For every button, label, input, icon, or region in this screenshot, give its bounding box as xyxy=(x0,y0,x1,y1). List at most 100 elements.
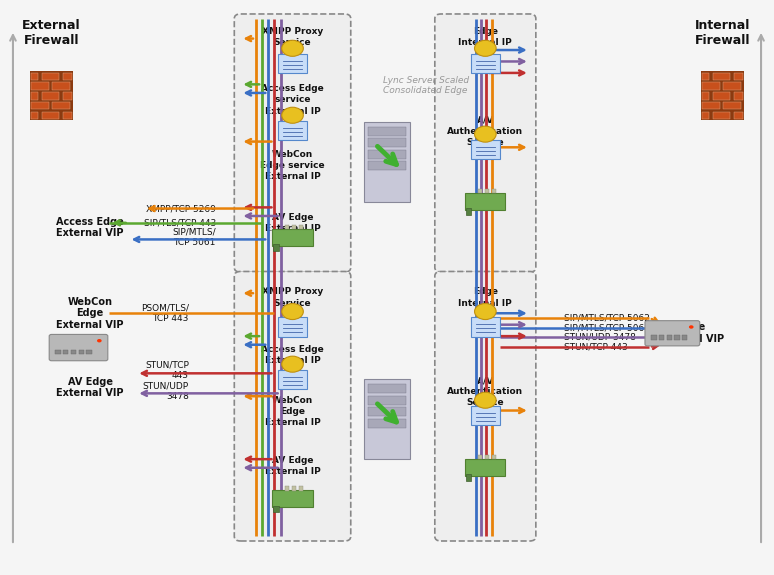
Bar xyxy=(368,407,406,416)
Bar xyxy=(651,335,656,340)
Bar xyxy=(63,92,72,99)
FancyBboxPatch shape xyxy=(235,14,351,272)
FancyBboxPatch shape xyxy=(278,370,307,389)
Bar xyxy=(31,72,38,80)
Bar xyxy=(56,350,61,354)
Bar xyxy=(723,82,741,90)
FancyBboxPatch shape xyxy=(50,335,108,361)
Text: Edge
Internal IP: Edge Internal IP xyxy=(458,288,512,308)
Text: STUN/UDP
3478: STUN/UDP 3478 xyxy=(142,382,189,401)
Bar xyxy=(42,92,60,99)
Bar xyxy=(53,82,70,90)
Bar xyxy=(31,82,49,90)
Text: A/V
Authentication
Service: A/V Authentication Service xyxy=(447,116,523,147)
Bar xyxy=(701,71,744,120)
Circle shape xyxy=(282,304,303,320)
Text: Access Edge
External IP: Access Edge External IP xyxy=(261,345,324,365)
Text: WebCon
Edge
External VIP: WebCon Edge External VIP xyxy=(57,297,124,330)
FancyBboxPatch shape xyxy=(278,54,307,74)
Bar xyxy=(674,335,680,340)
Bar xyxy=(63,72,72,80)
Bar xyxy=(734,112,743,119)
Bar xyxy=(368,150,406,159)
Circle shape xyxy=(689,325,694,329)
Circle shape xyxy=(282,356,303,372)
FancyBboxPatch shape xyxy=(435,271,536,541)
Circle shape xyxy=(474,40,496,56)
FancyBboxPatch shape xyxy=(435,14,536,272)
Bar xyxy=(368,138,406,147)
Text: Internal
Firewall: Internal Firewall xyxy=(695,18,750,47)
Text: STUN/UDP 3478: STUN/UDP 3478 xyxy=(564,333,636,342)
FancyBboxPatch shape xyxy=(235,271,351,541)
Bar xyxy=(734,92,743,99)
FancyBboxPatch shape xyxy=(278,121,307,140)
Bar xyxy=(31,92,38,99)
Bar xyxy=(485,189,489,193)
Bar xyxy=(734,72,743,80)
Text: AV Edge
External IP: AV Edge External IP xyxy=(265,457,320,477)
Bar xyxy=(292,486,296,490)
Text: Edge
Internal VIP: Edge Internal VIP xyxy=(659,323,724,344)
Text: SIP/MTLS/TCP 5061: SIP/MTLS/TCP 5061 xyxy=(564,323,650,332)
FancyBboxPatch shape xyxy=(481,313,489,320)
Circle shape xyxy=(474,304,496,320)
Circle shape xyxy=(282,40,303,56)
Bar xyxy=(368,419,406,428)
Text: AV Edge
External VIP: AV Edge External VIP xyxy=(57,377,124,398)
Text: SIP/MTLS/TCP 5062: SIP/MTLS/TCP 5062 xyxy=(564,313,650,323)
Circle shape xyxy=(474,392,496,408)
Bar xyxy=(299,225,303,229)
Text: WebCon
Edge
External IP: WebCon Edge External IP xyxy=(265,396,320,427)
FancyBboxPatch shape xyxy=(471,140,500,159)
Bar xyxy=(666,335,672,340)
Text: XMPP Proxy
Service: XMPP Proxy Service xyxy=(262,288,324,308)
Bar xyxy=(491,455,496,459)
FancyBboxPatch shape xyxy=(278,317,307,337)
Bar xyxy=(53,102,70,109)
FancyBboxPatch shape xyxy=(465,193,505,210)
Bar xyxy=(466,208,471,215)
Bar xyxy=(292,225,296,229)
Bar xyxy=(285,225,289,229)
Text: STUN/TCP 443: STUN/TCP 443 xyxy=(564,343,628,351)
Bar xyxy=(478,189,482,193)
FancyBboxPatch shape xyxy=(481,135,489,142)
Bar xyxy=(30,71,73,120)
Bar xyxy=(42,72,60,80)
Text: XMPP/TCP 5269: XMPP/TCP 5269 xyxy=(146,204,216,213)
Bar xyxy=(368,161,406,170)
Bar xyxy=(466,474,471,481)
Circle shape xyxy=(474,126,496,142)
Bar xyxy=(273,244,279,251)
Circle shape xyxy=(282,108,303,123)
Text: A/V
Authentication
Service: A/V Authentication Service xyxy=(447,376,523,408)
Text: Edge
Internal IP: Edge Internal IP xyxy=(458,27,512,47)
Text: Lync Server Scaled
Consolidated Edge: Lync Server Scaled Consolidated Edge xyxy=(383,76,469,95)
FancyBboxPatch shape xyxy=(481,49,489,56)
Bar xyxy=(713,72,730,80)
Bar xyxy=(478,455,482,459)
FancyBboxPatch shape xyxy=(481,401,489,408)
Bar xyxy=(86,350,91,354)
Bar xyxy=(31,102,49,109)
Bar xyxy=(31,112,38,119)
FancyBboxPatch shape xyxy=(471,317,500,337)
Bar xyxy=(78,350,84,354)
FancyBboxPatch shape xyxy=(465,459,505,476)
Bar xyxy=(702,82,720,90)
FancyBboxPatch shape xyxy=(471,54,500,74)
FancyBboxPatch shape xyxy=(289,49,296,56)
FancyBboxPatch shape xyxy=(471,406,500,426)
Text: WebCon
Edge service
External IP: WebCon Edge service External IP xyxy=(260,150,325,181)
Bar xyxy=(702,112,709,119)
Bar xyxy=(368,396,406,405)
Text: Access Edge
External VIP: Access Edge External VIP xyxy=(57,217,124,238)
Text: SIP/MTLS/
TCP 5061: SIP/MTLS/ TCP 5061 xyxy=(172,228,216,247)
Bar xyxy=(364,121,410,202)
FancyBboxPatch shape xyxy=(289,313,296,320)
Bar xyxy=(63,112,72,119)
Bar xyxy=(702,92,709,99)
Bar xyxy=(485,455,489,459)
Bar xyxy=(702,102,720,109)
